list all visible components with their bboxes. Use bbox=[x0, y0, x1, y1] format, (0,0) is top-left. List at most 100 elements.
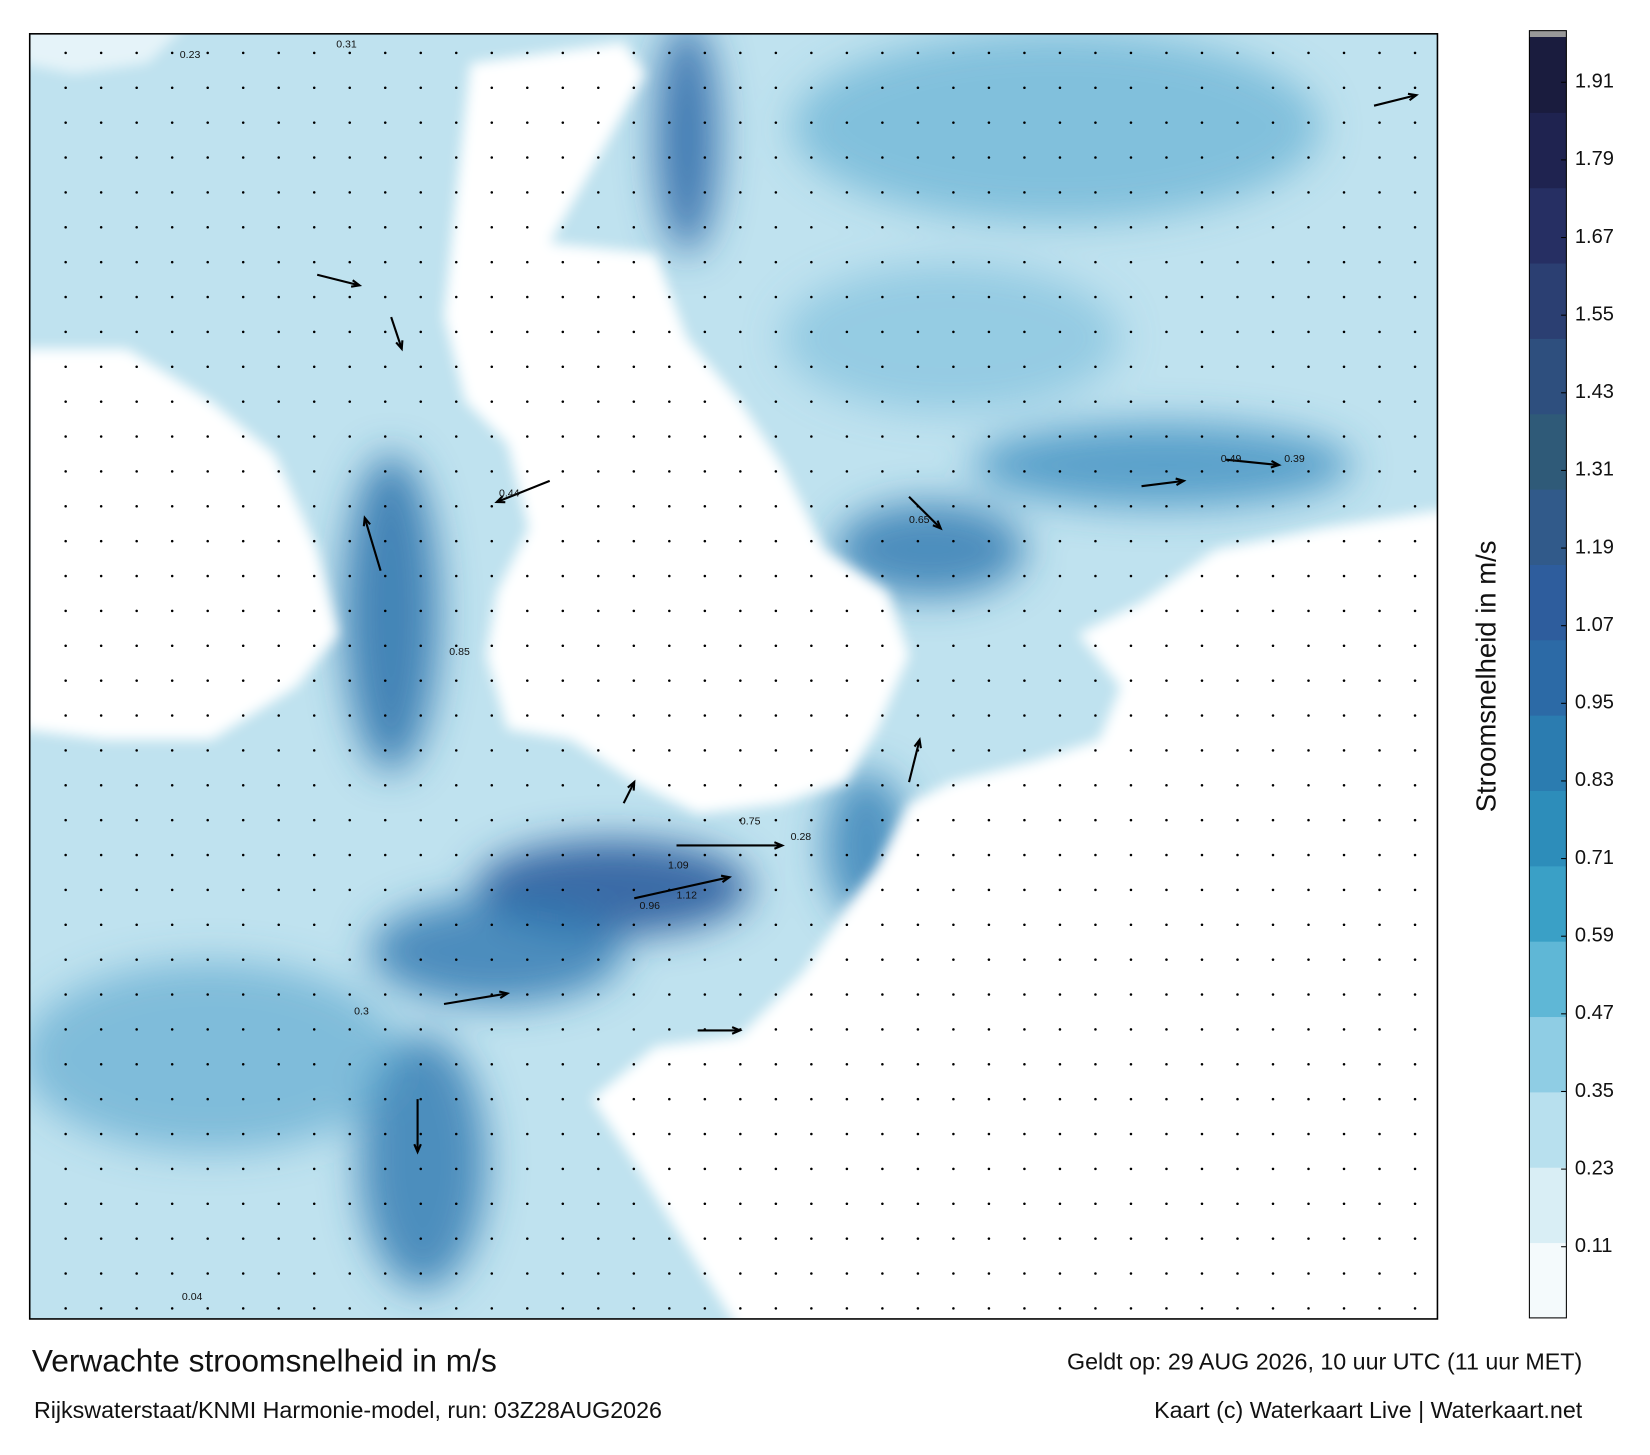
grid-dot bbox=[632, 1097, 636, 1101]
speed-label: 0.3 bbox=[354, 1006, 369, 1018]
grid-dot bbox=[419, 1097, 423, 1101]
grid-dot bbox=[277, 923, 280, 927]
grid-dot bbox=[206, 609, 209, 613]
grid-dot bbox=[952, 295, 955, 299]
grid-dot bbox=[64, 51, 67, 55]
grid-dot bbox=[668, 191, 671, 194]
colorbar-band bbox=[1529, 413, 1567, 490]
grid-dot bbox=[64, 365, 67, 368]
grid-dot bbox=[277, 260, 280, 264]
grid-dot bbox=[1200, 714, 1204, 717]
grid-dot bbox=[987, 853, 991, 857]
grid-dot bbox=[987, 574, 991, 578]
grid-dot bbox=[1023, 1028, 1026, 1031]
grid-dot bbox=[135, 225, 138, 229]
arrow bbox=[443, 992, 508, 1006]
grid-dot bbox=[383, 923, 387, 927]
grid-dot bbox=[597, 679, 600, 682]
grid-dot bbox=[1307, 888, 1310, 892]
grid-dot bbox=[916, 818, 920, 822]
grid-dot bbox=[845, 853, 849, 857]
speed-label: 0.75 bbox=[740, 815, 761, 827]
grid-dot bbox=[348, 714, 352, 717]
grid-dot bbox=[632, 1307, 636, 1310]
grid-dot bbox=[490, 1237, 494, 1240]
grid-dot bbox=[99, 435, 103, 438]
grid-dot bbox=[1342, 1132, 1346, 1136]
grid-dot bbox=[1129, 1237, 1133, 1240]
grid-dot bbox=[419, 1237, 423, 1240]
grid-dot bbox=[1378, 818, 1381, 822]
grid-dot bbox=[1058, 86, 1062, 89]
grid-dot bbox=[1129, 504, 1133, 508]
grid-dot bbox=[1058, 853, 1062, 857]
grid-dot bbox=[1236, 574, 1239, 578]
grid-dot bbox=[845, 260, 849, 264]
grid-dot bbox=[952, 993, 955, 996]
grid-dot bbox=[490, 365, 494, 368]
grid-dot bbox=[881, 609, 884, 613]
colorbar-tick-label: 1.91 bbox=[1575, 71, 1614, 93]
grid-dot bbox=[1342, 470, 1346, 473]
grid-dot bbox=[561, 295, 565, 299]
grid-dot bbox=[916, 1028, 920, 1031]
grid-dot bbox=[1236, 958, 1239, 961]
grid-dot bbox=[952, 156, 955, 159]
grid-dot bbox=[739, 1132, 742, 1136]
grid-dot bbox=[561, 888, 565, 892]
grid-dot bbox=[1094, 539, 1097, 543]
grid-dot bbox=[561, 783, 565, 787]
grid-dot bbox=[206, 470, 209, 473]
grid-dot bbox=[170, 225, 174, 229]
grid-dot bbox=[1413, 958, 1417, 961]
grid-dot bbox=[597, 400, 600, 403]
grid-dot bbox=[1307, 993, 1310, 996]
grid-dot bbox=[810, 86, 813, 89]
grid-dot bbox=[739, 191, 742, 194]
grid-dot bbox=[845, 470, 849, 473]
grid-dot bbox=[170, 365, 174, 368]
grid-dot bbox=[419, 470, 423, 473]
grid-dot bbox=[526, 1097, 529, 1101]
grid-dot bbox=[170, 574, 174, 578]
grid-dot bbox=[881, 923, 884, 927]
grid-dot bbox=[454, 818, 458, 822]
grid-dot bbox=[348, 783, 352, 787]
grid-dot bbox=[348, 504, 352, 508]
grid-dot bbox=[916, 679, 920, 682]
grid-dot bbox=[348, 1237, 352, 1240]
grid-dot bbox=[1200, 435, 1204, 438]
grid-dot bbox=[1129, 435, 1133, 438]
grid-dot bbox=[1129, 888, 1133, 892]
grid-dot bbox=[952, 1237, 955, 1240]
grid-dot bbox=[170, 679, 174, 682]
grid-dot bbox=[1094, 818, 1097, 822]
grid-dot bbox=[64, 993, 67, 996]
grid-dot bbox=[597, 435, 600, 438]
speed-label: 0.28 bbox=[791, 831, 812, 843]
colorbar-band bbox=[1529, 639, 1567, 716]
grid-dot bbox=[1165, 1202, 1168, 1206]
grid-dot bbox=[241, 1097, 245, 1101]
grid-dot bbox=[1307, 504, 1310, 508]
grid-dot bbox=[1307, 470, 1310, 473]
grid-dot bbox=[916, 958, 920, 961]
grid-dot bbox=[383, 365, 387, 368]
grid-dot bbox=[987, 539, 991, 543]
grid-dot bbox=[668, 121, 671, 124]
grid-dot bbox=[1413, 923, 1417, 927]
grid-dot bbox=[526, 853, 529, 857]
grid-dot bbox=[845, 574, 849, 578]
grid-dot bbox=[916, 225, 920, 229]
grid-dot bbox=[1342, 958, 1346, 961]
grid-dot bbox=[419, 1307, 423, 1310]
grid-dot bbox=[597, 539, 600, 543]
colorbar-tick-label: 1.79 bbox=[1575, 148, 1614, 170]
grid-dot bbox=[135, 1167, 138, 1171]
grid-dot bbox=[64, 1097, 67, 1101]
grid-dot bbox=[703, 749, 707, 752]
grid-dot bbox=[1271, 783, 1275, 787]
grid-dot bbox=[1165, 714, 1168, 717]
grid-dot bbox=[881, 1132, 884, 1136]
grid-dot bbox=[206, 156, 209, 159]
